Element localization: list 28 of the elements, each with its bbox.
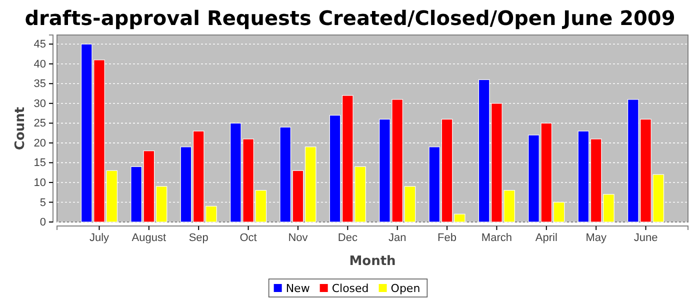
x-tick-label: July bbox=[89, 232, 110, 244]
x-tick-label: August bbox=[132, 232, 166, 244]
y-tick-label: 0 bbox=[40, 216, 46, 229]
y-tick-label: 5 bbox=[40, 196, 46, 209]
y-tick-label: 10 bbox=[34, 176, 46, 189]
y-tick-label: 25 bbox=[34, 118, 46, 130]
x-tick-label: March bbox=[481, 232, 512, 244]
y-axis-title: Count bbox=[13, 106, 28, 150]
legend-label: Open bbox=[390, 282, 420, 295]
x-tick-label: Jan bbox=[388, 232, 406, 244]
x-tick-label: Nov bbox=[288, 232, 308, 244]
x-tick-label: Sep bbox=[188, 232, 208, 244]
x-tick-label: Feb bbox=[438, 232, 457, 244]
legend-label: Closed bbox=[332, 282, 369, 295]
y-tick-label: 35 bbox=[34, 78, 46, 90]
chart-title: drafts-approval Requests Created/Closed/Open June 2009 bbox=[24, 6, 676, 30]
y-tick-label: 30 bbox=[34, 98, 46, 110]
y-tick-label: 15 bbox=[34, 157, 46, 170]
x-tick-label: April bbox=[535, 232, 558, 244]
x-tick-label: Oct bbox=[240, 232, 257, 244]
legend-label: New bbox=[286, 282, 310, 295]
x-tick-label: Dec bbox=[338, 232, 358, 244]
x-tick-label: May bbox=[586, 232, 607, 244]
y-tick-label: 40 bbox=[34, 58, 46, 70]
y-tick-label: 45 bbox=[34, 38, 46, 51]
x-tick-label: June bbox=[634, 232, 658, 244]
x-axis-title: Month bbox=[349, 254, 396, 269]
y-tick-label: 20 bbox=[34, 137, 46, 150]
